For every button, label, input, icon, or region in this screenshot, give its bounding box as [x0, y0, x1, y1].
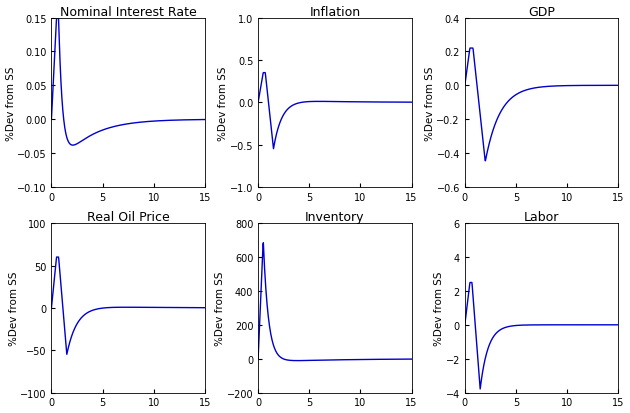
- Y-axis label: %Dev from SS: %Dev from SS: [6, 66, 16, 140]
- Title: Nominal Interest Rate: Nominal Interest Rate: [60, 5, 197, 19]
- Title: Inflation: Inflation: [309, 5, 360, 19]
- Y-axis label: %Dev from SS: %Dev from SS: [425, 66, 435, 140]
- Title: Inventory: Inventory: [305, 211, 365, 223]
- Y-axis label: %Dev from SS: %Dev from SS: [215, 271, 226, 345]
- Y-axis label: %Dev from SS: %Dev from SS: [434, 271, 444, 345]
- Title: GDP: GDP: [528, 5, 555, 19]
- Title: Real Oil Price: Real Oil Price: [87, 211, 169, 223]
- Y-axis label: %Dev from SS: %Dev from SS: [219, 66, 228, 140]
- Title: Labor: Labor: [524, 211, 559, 223]
- Y-axis label: %Dev from SS: %Dev from SS: [9, 271, 19, 345]
